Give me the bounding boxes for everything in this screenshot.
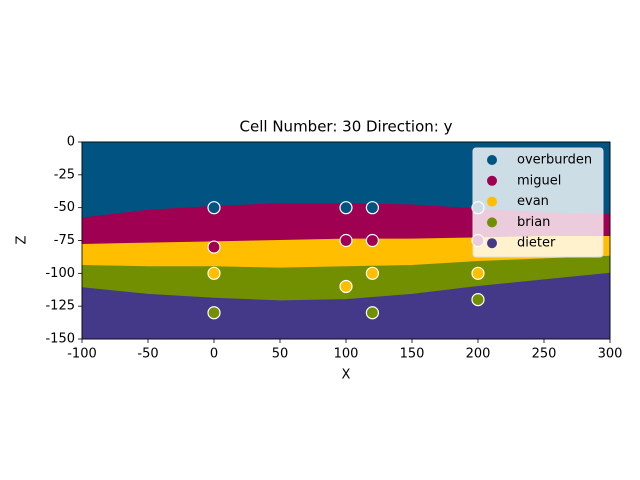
surface-point (207, 306, 221, 320)
y-tick-label: -125 (45, 299, 75, 314)
legend-marker (487, 217, 497, 228)
surface-point (339, 279, 353, 294)
legend-marker (487, 238, 497, 249)
legend-box (472, 147, 604, 258)
chart-title: Cell Number: 30 Direction: y (240, 118, 453, 136)
surface-point (365, 201, 379, 215)
surface-point (339, 233, 353, 248)
y-tick-label: -75 (54, 233, 75, 248)
surface-point (365, 306, 379, 320)
x-tick-label: 150 (400, 347, 425, 362)
legend-label: miguel (517, 173, 561, 188)
x-tick-label: 100 (334, 347, 359, 362)
legend-label: dieter (517, 236, 556, 251)
y-tick-label: -100 (45, 266, 75, 281)
x-tick-label: 200 (466, 347, 491, 362)
legend-marker (487, 175, 497, 186)
surface-point (207, 201, 221, 215)
surface-point (207, 266, 221, 280)
legend-label: overburden (517, 153, 592, 168)
y-tick-label: -50 (54, 200, 75, 215)
legend-label: brian (517, 215, 550, 230)
y-axis-label: Z (15, 235, 30, 244)
surface-point (471, 293, 485, 307)
surface-point (365, 233, 379, 248)
y-tick-label: 0 (67, 135, 75, 150)
x-tick-label: -50 (137, 347, 158, 362)
legend-marker (487, 155, 497, 165)
surface-point (471, 266, 485, 280)
y-tick-label: -150 (45, 332, 75, 347)
surface-point (339, 201, 353, 215)
x-axis-label: X (342, 368, 351, 383)
legend-label: evan (517, 194, 549, 209)
legend-marker (487, 196, 497, 207)
surface-point (365, 266, 379, 280)
x-tick-label: 0 (210, 347, 218, 362)
surface-point (207, 240, 221, 254)
x-tick-label: 300 (598, 347, 623, 362)
x-tick-label: 50 (272, 347, 289, 362)
x-tick-label: -100 (67, 347, 97, 362)
y-tick-label: -25 (54, 167, 75, 182)
x-tick-label: 250 (532, 347, 557, 362)
